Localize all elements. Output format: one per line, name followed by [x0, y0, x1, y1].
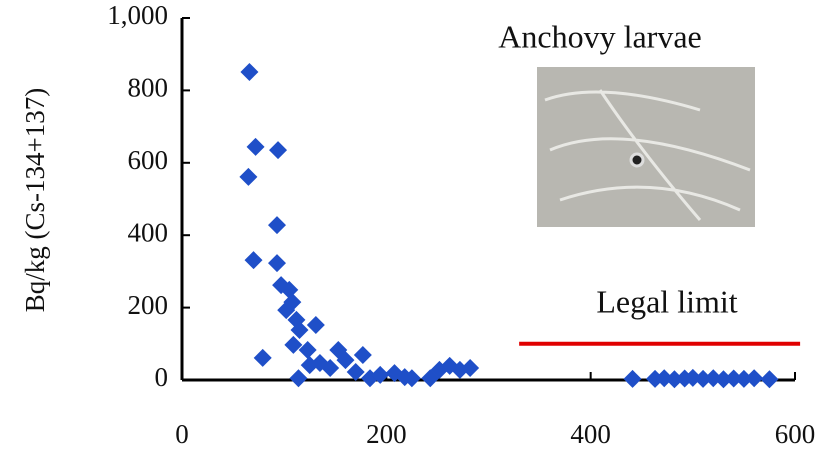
data-point: [239, 168, 257, 186]
x-tick-label: 400: [570, 419, 611, 449]
annotation: Anchovy larvae: [498, 18, 701, 54]
data-point: [268, 216, 286, 234]
y-tick-label: 0: [155, 362, 169, 392]
data-point: [268, 254, 286, 272]
data-point: [624, 370, 642, 388]
y-tick-label: 200: [128, 290, 169, 320]
data-point: [269, 141, 287, 159]
x-tick-label: 600: [775, 419, 816, 449]
data-point: [254, 349, 272, 367]
data-point: [760, 370, 778, 388]
data-point: [289, 369, 307, 387]
data-point: [240, 63, 258, 81]
y-tick-label: 800: [128, 73, 169, 103]
data-point: [247, 138, 265, 156]
chart: Bq/kg (Cs-134+137) Anchovy larvae Legal …: [0, 0, 837, 455]
annotation: Legal limit: [596, 283, 737, 319]
data-point: [307, 316, 325, 334]
data-point: [354, 346, 372, 364]
y-tick-label: 600: [128, 145, 169, 175]
x-tick-label: 200: [366, 419, 407, 449]
y-tick-label: 400: [128, 217, 169, 247]
data-point: [245, 251, 263, 269]
x-tick-label: 0: [175, 419, 189, 449]
y-tick-label: 1,000: [107, 0, 168, 30]
data-point: [745, 369, 763, 387]
data-point: [299, 341, 317, 359]
y-axis-label: Bq/kg (Cs-134+137): [20, 88, 50, 312]
